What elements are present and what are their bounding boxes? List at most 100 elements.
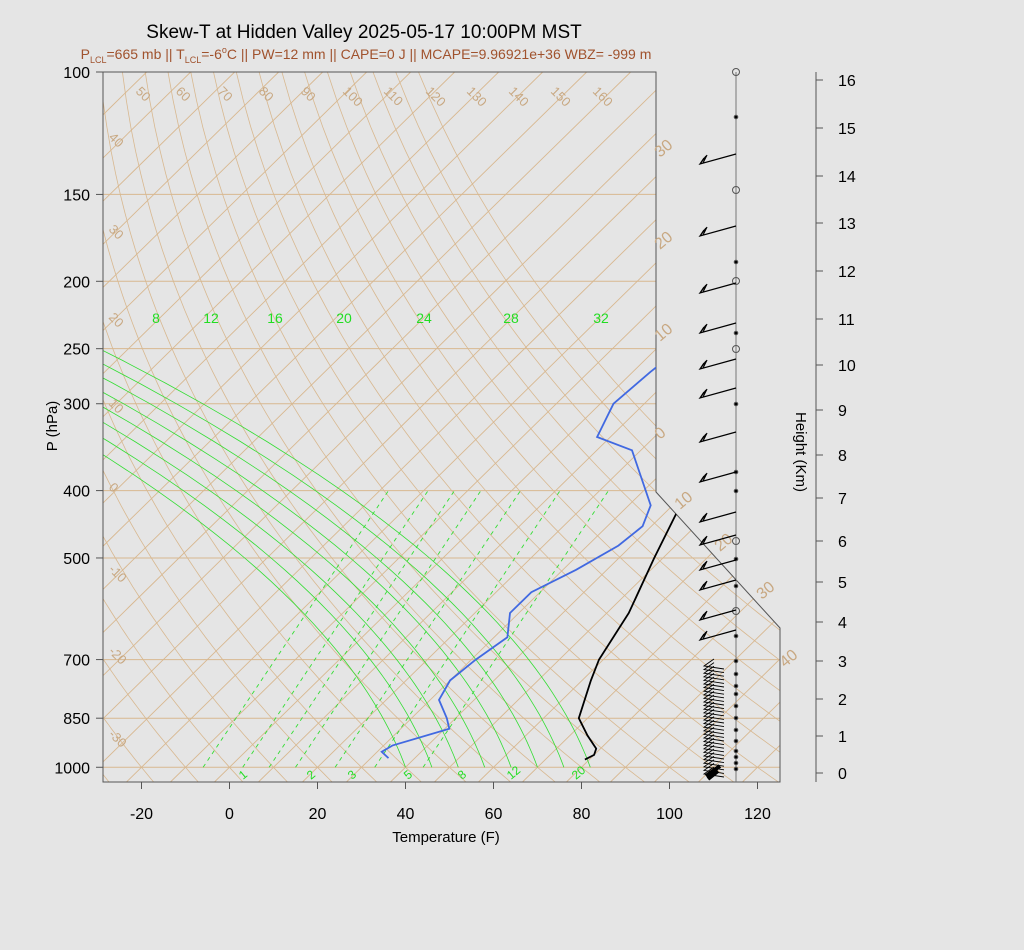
isotherm-line — [610, 72, 780, 782]
isotherm-line — [522, 72, 780, 782]
wind-level-dot — [733, 691, 739, 697]
dry-adiabat — [190, 72, 690, 782]
dry-adiabat — [103, 72, 199, 782]
dry-adiabat — [395, 72, 780, 782]
wind-barb-upper — [698, 534, 737, 547]
isotherm-line — [698, 72, 780, 782]
moist-adiabat — [103, 309, 459, 768]
dry-adiabat — [103, 72, 467, 782]
height-tick-label: 14 — [838, 169, 856, 186]
isotherm-line — [918, 72, 1024, 782]
isotherm-label-top: 100 — [340, 84, 366, 110]
wind-barb-lower — [702, 669, 725, 681]
isotherm-label-top: 140 — [506, 84, 532, 110]
wind-barb-lower — [702, 709, 725, 720]
sub-a: =665 mb || T — [106, 46, 185, 62]
moist-adiabat — [103, 309, 433, 768]
wind-barb-upper — [698, 431, 737, 444]
wind-barb-lower — [702, 748, 725, 760]
isotherm-line — [170, 72, 780, 782]
wind-level-dot — [732, 537, 740, 545]
dry-adiabat — [304, 72, 780, 782]
wind-barb-lower — [702, 691, 725, 702]
wind-barb-lower — [702, 752, 725, 764]
wind-level-dot — [733, 330, 739, 336]
wind-barb-upper — [698, 579, 737, 592]
wind-level-dot — [733, 754, 739, 760]
x-axis-label: Temperature (F) — [392, 829, 500, 846]
wind-barb-upper — [698, 629, 737, 642]
wind-barb-lower — [702, 716, 725, 728]
isotherm-line — [302, 72, 780, 782]
wind-level-dot — [733, 583, 739, 589]
mixing-ratio-label-top: 16 — [267, 310, 283, 326]
wind-barb-lower — [702, 723, 725, 735]
wind-barb-upper — [698, 282, 737, 295]
wind-barb-lower — [702, 694, 725, 706]
isotherm-line — [103, 72, 323, 782]
isotherm-label-top: 80 — [256, 84, 277, 105]
height-tick-label: 16 — [838, 73, 856, 90]
plot-frame — [102, 71, 781, 783]
isotherm-line — [786, 72, 1024, 782]
dry-adiabat — [167, 72, 645, 782]
y-tick-label: 700 — [63, 653, 90, 670]
profile-layer — [380, 72, 780, 761]
mixing-ratio-line — [268, 490, 455, 768]
dry-adiabat — [418, 72, 780, 782]
wind-barb-upper — [698, 609, 737, 622]
isotherm-label-top: 90 — [298, 84, 319, 105]
height-tick-label: 13 — [838, 216, 856, 233]
isotherm-line — [478, 72, 780, 782]
isotherm-label-left: -30 — [106, 727, 130, 751]
isotherm-label-top: 70 — [215, 84, 236, 105]
wind-barb-lower — [702, 712, 725, 724]
isotherm-line — [103, 72, 235, 782]
wind-level-dot — [733, 401, 739, 407]
isotherm-line — [434, 72, 780, 782]
isotherm-line — [103, 72, 279, 782]
wind-barb-lower — [702, 662, 725, 674]
sub-b: =-6 — [201, 46, 222, 62]
wind-barb-upper — [698, 471, 737, 484]
dry-adiabat — [235, 72, 779, 782]
isotherm-line — [566, 72, 780, 782]
wind-barb-lower — [702, 701, 725, 713]
isotherm-label-right: 20 — [652, 229, 677, 254]
y-tick-label: 850 — [63, 711, 90, 728]
wind-barb-lower — [702, 676, 725, 688]
wind-level-dot — [732, 277, 740, 285]
wind-barb-lower — [702, 745, 725, 756]
wind-barb-surface — [704, 764, 722, 781]
dry-adiabat — [103, 72, 511, 782]
x-tick-label: 60 — [485, 806, 503, 823]
dewpoint-line — [380, 72, 780, 759]
isotherm-label-top: 50 — [133, 84, 154, 105]
wind-barb-lower — [702, 698, 725, 710]
y-tick-label: 1000 — [54, 760, 90, 777]
wind-barb-upper — [698, 225, 737, 238]
y-tick-label: 200 — [63, 274, 90, 291]
isotherm-line — [654, 72, 780, 782]
isotherm-line — [103, 72, 719, 782]
wind-level-dot — [733, 727, 739, 733]
dry-adiabat — [103, 72, 288, 782]
wind-barb-upper — [698, 511, 737, 524]
wind-barb-lower — [702, 730, 725, 742]
isotherm-label-right: 10 — [672, 489, 697, 514]
plot-region — [0, 72, 1024, 782]
isotherm-label-top: 160 — [590, 84, 616, 110]
mixing-ratio-label-bottom: 12 — [504, 763, 523, 783]
height-tick-label: 10 — [838, 358, 856, 375]
mixing-ratio-label-top: 32 — [593, 310, 609, 326]
moist-adiabat — [103, 309, 538, 768]
isotherm-line — [103, 72, 499, 782]
wind-barb-upper — [698, 559, 737, 572]
isotherm-label-left: -20 — [106, 644, 130, 668]
wind-level-dot — [733, 766, 739, 772]
x-tick-label: 0 — [225, 806, 234, 823]
y-tick-label: 400 — [63, 484, 90, 501]
height-tick-label: 7 — [838, 491, 847, 508]
isotherm-line — [0, 72, 15, 782]
